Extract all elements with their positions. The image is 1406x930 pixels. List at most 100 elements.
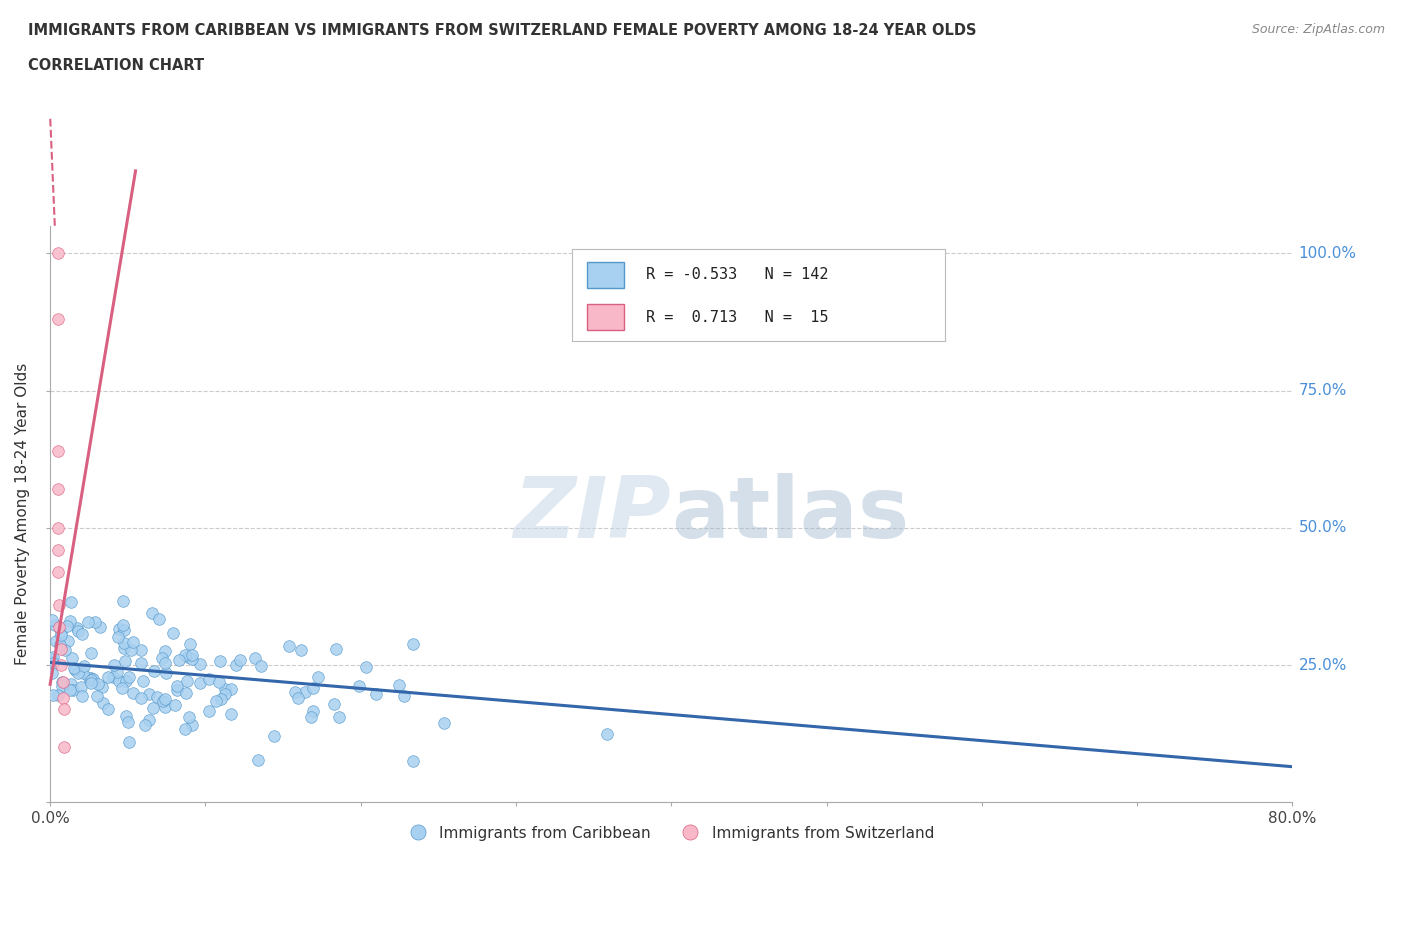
Point xyxy=(42,688,65,703)
Text: ZIP: ZIP xyxy=(513,472,671,555)
Point xyxy=(307,670,329,684)
Point xyxy=(188,676,211,691)
Point xyxy=(138,713,160,728)
Y-axis label: Female Poverty Among 18-24 Year Olds: Female Poverty Among 18-24 Year Olds xyxy=(15,363,30,665)
Point xyxy=(347,679,370,694)
Point xyxy=(354,659,377,674)
Point xyxy=(41,652,63,667)
Point xyxy=(134,718,156,733)
Point xyxy=(112,618,135,632)
Point xyxy=(77,671,100,685)
Point xyxy=(209,691,232,706)
Point xyxy=(49,641,72,656)
Point xyxy=(82,671,104,686)
Point xyxy=(155,665,177,680)
Point xyxy=(42,649,65,664)
Point xyxy=(45,633,67,648)
Point xyxy=(97,670,120,684)
Point xyxy=(204,694,226,709)
Point xyxy=(41,613,63,628)
Point xyxy=(46,312,69,326)
Point xyxy=(131,643,153,658)
Point xyxy=(69,680,91,695)
Point xyxy=(111,681,134,696)
Point xyxy=(176,673,198,688)
Point xyxy=(219,707,242,722)
Point xyxy=(46,521,69,536)
Point xyxy=(46,246,69,260)
Point xyxy=(214,686,236,701)
Point xyxy=(114,636,136,651)
Point xyxy=(209,654,232,669)
Point xyxy=(63,663,86,678)
Point xyxy=(90,680,112,695)
Point xyxy=(51,674,73,689)
Point xyxy=(155,700,177,715)
Point xyxy=(42,656,65,671)
Point xyxy=(118,735,141,750)
Point xyxy=(245,650,267,665)
Point xyxy=(46,687,69,702)
Point xyxy=(132,674,155,689)
Point xyxy=(48,597,70,612)
Point xyxy=(89,620,111,635)
Point xyxy=(402,753,425,768)
Point xyxy=(595,726,617,741)
Point xyxy=(166,679,188,694)
Point xyxy=(174,685,197,700)
Point xyxy=(80,671,103,685)
Point xyxy=(59,683,82,698)
Point xyxy=(131,690,153,705)
Point xyxy=(173,722,195,737)
Text: 25.0%: 25.0% xyxy=(1299,658,1347,672)
Point xyxy=(51,679,73,694)
Text: IMMIGRANTS FROM CARIBBEAN VS IMMIGRANTS FROM SWITZERLAND FEMALE POVERTY AMONG 18: IMMIGRANTS FROM CARIBBEAN VS IMMIGRANTS … xyxy=(28,23,977,38)
Point xyxy=(53,701,76,716)
Point xyxy=(97,701,120,716)
Point xyxy=(46,482,69,497)
Point xyxy=(155,644,177,658)
Point xyxy=(86,688,108,703)
Point xyxy=(392,689,415,704)
Point xyxy=(60,594,83,609)
Point xyxy=(51,674,73,689)
Point xyxy=(80,672,103,687)
Point xyxy=(49,658,72,672)
Point xyxy=(263,728,285,743)
Point xyxy=(114,654,136,669)
Text: 75.0%: 75.0% xyxy=(1299,383,1347,398)
Point xyxy=(129,656,152,671)
Point xyxy=(142,700,165,715)
Point xyxy=(141,605,163,620)
Point xyxy=(328,710,350,724)
Point xyxy=(138,686,160,701)
Point xyxy=(48,619,70,634)
Point xyxy=(60,650,83,665)
Point xyxy=(208,675,231,690)
Point xyxy=(402,636,425,651)
Point xyxy=(294,684,316,699)
Point xyxy=(107,673,129,688)
Point xyxy=(176,650,198,665)
Point xyxy=(80,645,103,660)
Point xyxy=(49,638,72,653)
Point xyxy=(70,627,93,642)
Point xyxy=(250,658,273,673)
Point xyxy=(180,717,202,732)
Point xyxy=(86,676,108,691)
Point xyxy=(163,698,186,712)
Point xyxy=(177,710,200,724)
Point xyxy=(83,615,105,630)
Point xyxy=(114,709,136,724)
Point xyxy=(325,642,347,657)
Point xyxy=(63,661,86,676)
Legend: Immigrants from Caribbean, Immigrants from Switzerland: Immigrants from Caribbean, Immigrants fr… xyxy=(402,818,941,846)
Text: 50.0%: 50.0% xyxy=(1299,520,1347,536)
Point xyxy=(46,542,69,557)
Text: Source: ZipAtlas.com: Source: ZipAtlas.com xyxy=(1251,23,1385,36)
Point xyxy=(122,634,145,649)
Point xyxy=(388,678,411,693)
Point xyxy=(46,565,69,579)
Point xyxy=(150,650,173,665)
Text: CORRELATION CHART: CORRELATION CHART xyxy=(28,58,204,73)
